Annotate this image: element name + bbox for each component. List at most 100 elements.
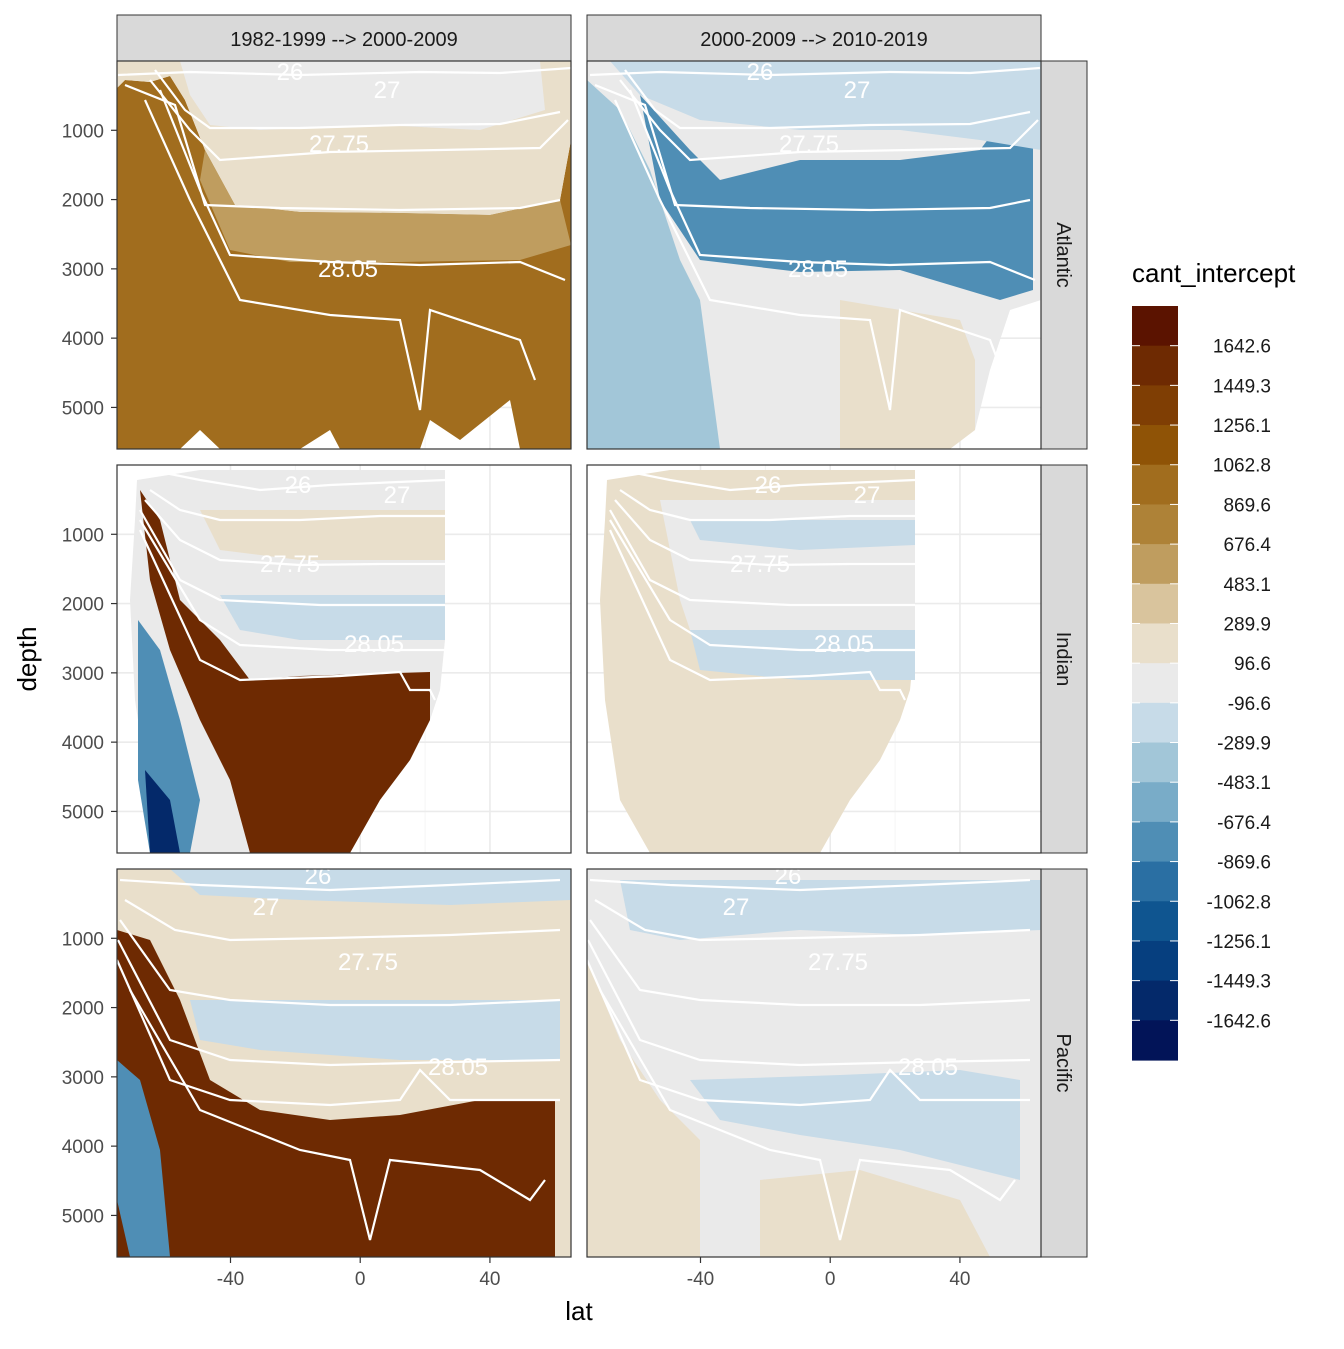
legend-label: 869.6 <box>1223 495 1271 516</box>
legend-label: 1449.3 <box>1213 376 1271 397</box>
column-strip-1: 1982-1999 --> 2000-2009 <box>116 14 572 62</box>
contour-label-27: 27 <box>844 77 871 104</box>
legend-label: 483.1 <box>1223 575 1271 596</box>
field-band-left <box>587 960 700 1257</box>
legend-label: -676.4 <box>1217 813 1271 834</box>
x-axis-title: lat <box>565 1296 593 1326</box>
legend-color-step <box>1132 306 1178 347</box>
isopycnal-contours <box>139 470 446 701</box>
field-region <box>587 869 1041 1257</box>
legend-label: 96.6 <box>1234 654 1271 675</box>
legend-title: cant_intercept <box>1132 258 1296 288</box>
x-tick-label: 0 <box>355 1269 366 1290</box>
isopycnal-contours <box>115 878 561 1241</box>
legend-color-step <box>1132 702 1178 744</box>
field-band-middle <box>180 61 545 130</box>
legend-label: -1256.1 <box>1207 932 1271 953</box>
contour-label-28-05: 28.05 <box>344 631 404 658</box>
legend-label: -483.1 <box>1217 773 1271 794</box>
x-tick-label: 0 <box>825 1269 836 1290</box>
y-tick-label: 3000 <box>62 260 104 281</box>
contour-label-26: 26 <box>755 472 782 499</box>
row-strip-1: Atlantic <box>1040 60 1088 450</box>
contour-label-26: 26 <box>277 59 304 86</box>
contour-label-26: 26 <box>285 472 312 499</box>
legend-color-step <box>1132 821 1178 863</box>
contour-label-28-05: 28.05 <box>318 256 378 283</box>
row-strip-label-2: Indian <box>1052 632 1074 687</box>
field-band-deep <box>640 95 1033 300</box>
x-tick-label: -40 <box>217 1269 244 1290</box>
contour-label-27-75: 27.75 <box>808 949 868 976</box>
legend-color-step <box>1132 782 1178 823</box>
legend-label: 289.9 <box>1223 614 1271 635</box>
y-tick-label: 1000 <box>62 121 104 142</box>
field-band-left-dark <box>145 770 180 853</box>
y-tick-label: 4000 <box>62 1137 104 1158</box>
panel-border <box>116 60 572 450</box>
y-tick-label: 2000 <box>62 191 104 212</box>
legend-color-step <box>1132 742 1178 783</box>
legend-color-step <box>1132 504 1178 545</box>
legend-color-step <box>1132 940 1178 982</box>
y-axes: 1000 2000 3000 4000 5000 1000 2000 3000 4000 5000… <box>62 121 117 1227</box>
field-band-middle <box>690 1070 1020 1180</box>
field-band-lower <box>840 300 975 449</box>
legend-label: -289.9 <box>1217 734 1271 755</box>
legend-colorbar <box>1132 306 1178 1061</box>
field-band-middle <box>220 595 445 640</box>
legend-color-step <box>1132 583 1178 625</box>
legend-color-step <box>1132 663 1178 704</box>
row-strip-3: Pacific <box>1040 868 1088 1258</box>
legend-color-step <box>1132 385 1178 426</box>
isopycnal-contours <box>589 66 1041 411</box>
legend-color-step <box>1132 425 1178 466</box>
field-band-lower <box>760 1170 990 1257</box>
contour-label-28-05: 28.05 <box>428 1054 488 1081</box>
legend-label: -96.6 <box>1228 694 1271 715</box>
row-strip-2: Indian <box>1040 464 1088 854</box>
contour-label-28-05: 28.05 <box>788 256 848 283</box>
x-tick-label: 40 <box>949 1269 970 1290</box>
contour-label-27-75: 27.75 <box>309 131 369 158</box>
y-tick-label: 5000 <box>62 398 104 419</box>
panel-pacific-period-1: 26 27 27.75 28.05 <box>115 863 572 1258</box>
contour-label-27: 27 <box>854 482 881 509</box>
legend-label: 1642.6 <box>1213 337 1271 358</box>
contour-label-27-75: 27.75 <box>730 551 790 578</box>
field-band-left <box>587 80 720 449</box>
panel-indian-period-2: 26 27 27.75 28.05 <box>586 464 1042 854</box>
y-tick-label: 1000 <box>62 929 104 950</box>
legend-label: -1449.3 <box>1207 972 1271 993</box>
legend-labels: 1642.6 1449.3 1256.1 1062.8 869.6 676.4 483.1 2… <box>1132 337 1271 1032</box>
y-tick-label: 3000 <box>62 664 104 685</box>
panel-border <box>586 868 1042 1258</box>
panel-pacific-period-2: 26 27 27.75 28.05 <box>585 863 1042 1258</box>
panel-atlantic-period-2: 26 27 27.75 28.05 <box>586 59 1042 450</box>
contour-label-27-75: 27.75 <box>338 949 398 976</box>
y-tick-label: 5000 <box>62 802 104 823</box>
field-band-upper <box>610 61 1041 150</box>
panel-border <box>586 60 1042 450</box>
isopycnal-contours <box>609 470 916 701</box>
legend: cant_intercept 1642.6 1449.3 1256.1 1062.8 8… <box>1132 258 1296 1061</box>
legend-label: -1062.8 <box>1207 892 1271 913</box>
legend-color-step <box>1132 544 1178 585</box>
x-axes: -40 0 40 -40 0 40 <box>217 1257 970 1290</box>
field-band-upper <box>170 869 571 905</box>
legend-label: -1642.6 <box>1207 1011 1271 1032</box>
field-band-lower <box>200 150 571 262</box>
contour-label-27: 27 <box>374 77 401 104</box>
panel-border <box>116 868 572 1258</box>
y-axis-title: depth <box>12 626 42 691</box>
legend-label: 676.4 <box>1223 535 1271 556</box>
y-tick-label: 1000 <box>62 525 104 546</box>
y-tick-label: 4000 <box>62 329 104 350</box>
x-tick-label: -40 <box>687 1269 714 1290</box>
row-strip-label-3: Pacific <box>1052 1034 1074 1093</box>
legend-color-step <box>1132 345 1178 386</box>
y-tick-label: 2000 <box>62 999 104 1020</box>
field-band-upper <box>200 510 445 560</box>
field-band-middle <box>690 520 915 550</box>
contour-label-27: 27 <box>384 482 411 509</box>
